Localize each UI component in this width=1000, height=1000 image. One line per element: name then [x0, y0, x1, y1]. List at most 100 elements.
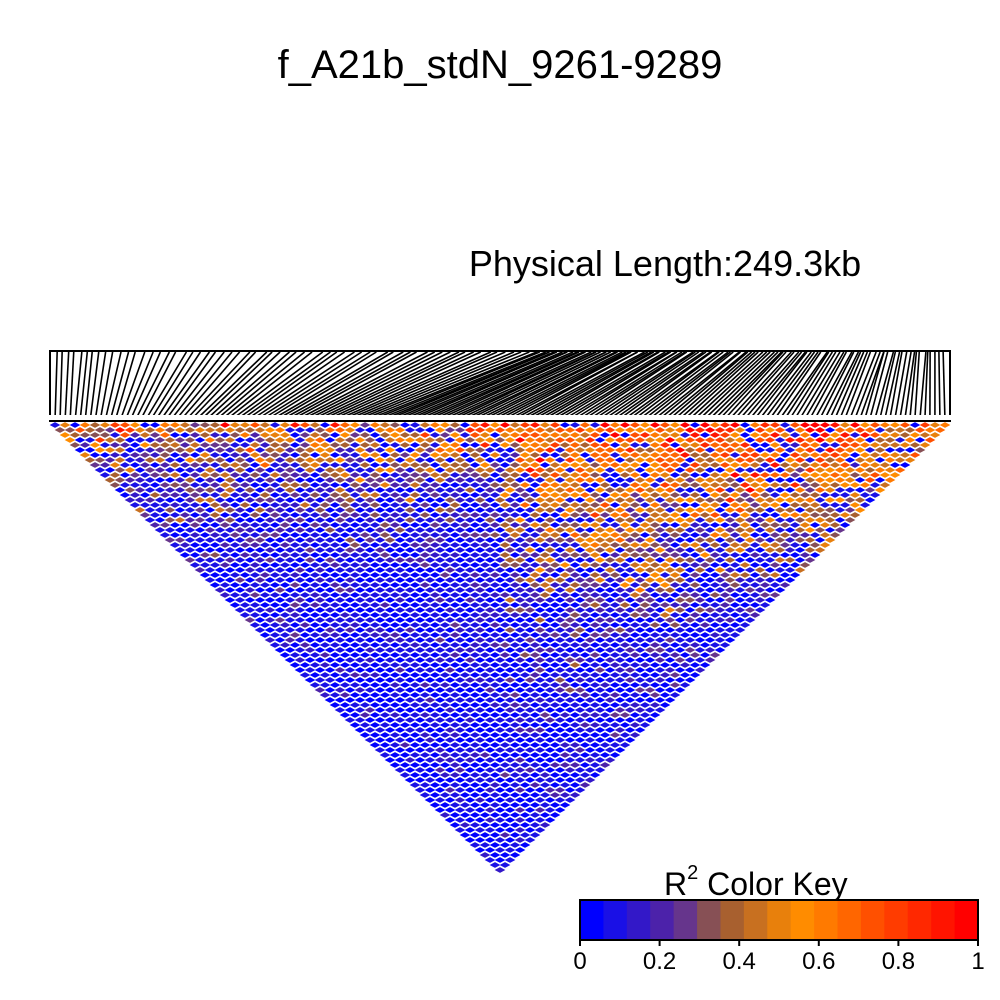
ld-heatmap-cell [409, 662, 421, 668]
ld-heatmap-cell [329, 692, 341, 698]
ld-heatmap-cell [589, 672, 601, 678]
ld-heatmap-cell [559, 442, 571, 448]
ld-heatmap-cell [559, 592, 571, 598]
ld-heatmap-cell [479, 662, 491, 668]
ld-heatmap-cell [494, 557, 506, 563]
ld-heatmap-cell [344, 527, 356, 533]
ld-heatmap-cell [244, 497, 256, 503]
ld-heatmap-cell [229, 552, 241, 558]
ld-heatmap-cell [249, 552, 261, 558]
ld-heatmap-cell [219, 482, 231, 488]
ld-heatmap-cell [469, 522, 481, 528]
ld-heatmap-cell [499, 652, 511, 658]
ld-heatmap-cell [624, 477, 636, 483]
ld-heatmap-cell [474, 657, 486, 663]
ld-heatmap-cell [509, 752, 521, 758]
ld-heatmap-cell [344, 567, 356, 573]
ld-heatmap-cell [499, 442, 511, 448]
ld-heatmap-cell [264, 497, 276, 503]
ld-heatmap-cell [709, 442, 721, 448]
ld-heatmap-cell [304, 577, 316, 583]
ld-heatmap-cell [324, 687, 336, 693]
ld-heatmap-cell [444, 537, 456, 543]
ld-heatmap-cell [769, 572, 781, 578]
ld-heatmap-cell [359, 442, 371, 448]
ld-heatmap-cell [254, 517, 266, 523]
ld-heatmap-cell [819, 452, 831, 458]
ld-heatmap-cell [539, 742, 551, 748]
ld-heatmap-cell [199, 462, 211, 468]
ld-heatmap-cell [439, 812, 451, 818]
ld-heatmap-cell [679, 492, 691, 498]
ld-heatmap-cell [524, 797, 536, 803]
ld-heatmap-cell [499, 742, 511, 748]
ld-heatmap-cell [699, 462, 711, 468]
ld-heatmap-cell [854, 427, 866, 433]
ld-heatmap-cell [354, 697, 366, 703]
ld-heatmap-cell [259, 502, 271, 508]
ld-heatmap-cell [384, 687, 396, 693]
ld-heatmap-cell [684, 517, 696, 523]
ld-heatmap-cell [649, 652, 661, 658]
ld-heatmap-cell [534, 757, 546, 763]
ld-heatmap-cell [54, 427, 66, 433]
ld-heatmap-cell [134, 477, 146, 483]
ld-heatmap-cell [264, 587, 276, 593]
ld-heatmap-cell [459, 572, 471, 578]
ld-heatmap-cell [504, 617, 516, 623]
ld-heatmap-cell [259, 572, 271, 578]
ld-heatmap-cell [634, 537, 646, 543]
ld-heatmap-cell [534, 747, 546, 753]
ld-heatmap-cell [484, 467, 496, 473]
ld-heatmap-cell [659, 492, 671, 498]
ld-heatmap-cell [189, 452, 201, 458]
ld-heatmap-cell [839, 422, 851, 428]
ld-heatmap-cell [594, 557, 606, 563]
ld-heatmap-cell [664, 687, 676, 693]
ld-heatmap-cell [324, 497, 336, 503]
ld-heatmap-cell [579, 632, 591, 638]
ld-heatmap-cell [144, 447, 156, 453]
ld-heatmap-cell [469, 642, 481, 648]
ld-heatmap-cell [799, 432, 811, 438]
ld-heatmap-cell [569, 662, 581, 668]
ld-heatmap-cell [609, 462, 621, 468]
ld-heatmap-cell [194, 467, 206, 473]
ld-heatmap-cell [729, 532, 741, 538]
ld-heatmap-cell [269, 622, 281, 628]
ld-heatmap-cell [469, 442, 481, 448]
color-key-title-superscript: 2 [687, 862, 698, 884]
ld-heatmap-cell [469, 672, 481, 678]
ld-heatmap-cell [649, 582, 661, 588]
ld-heatmap-cell [129, 472, 141, 478]
ld-heatmap-cell [94, 467, 106, 473]
ld-heatmap-cell [194, 557, 206, 563]
ld-heatmap-cell [664, 547, 676, 553]
ld-heatmap-cell [684, 467, 696, 473]
ld-heatmap-cell [394, 607, 406, 613]
ld-heatmap-cell [289, 662, 301, 668]
ld-heatmap-cell [564, 447, 576, 453]
ld-heatmap-cell [164, 457, 176, 463]
ld-heatmap-cell [574, 667, 586, 673]
ld-heatmap-cell [424, 497, 436, 503]
ld-heatmap-cell [469, 662, 481, 668]
ld-heatmap-cell [504, 607, 516, 613]
ld-heatmap-cell [594, 707, 606, 713]
ld-heatmap-cell [644, 537, 656, 543]
ld-heatmap-cell [264, 567, 276, 573]
ld-heatmap-cell [414, 707, 426, 713]
ld-heatmap-cell [159, 422, 171, 428]
ld-heatmap-cell [639, 602, 651, 608]
ld-heatmap-cell [699, 572, 711, 578]
ld-heatmap-cell [419, 472, 431, 478]
ld-heatmap-cell [464, 437, 476, 443]
ld-heatmap-cell [544, 547, 556, 553]
ld-heatmap-cell [274, 447, 286, 453]
ld-heatmap-cell [504, 777, 516, 783]
ld-heatmap-cell [719, 622, 731, 628]
ld-heatmap-cell [414, 637, 426, 643]
ld-heatmap-cell [204, 447, 216, 453]
ld-heatmap-cell [214, 487, 226, 493]
ld-heatmap-cell [359, 632, 371, 638]
